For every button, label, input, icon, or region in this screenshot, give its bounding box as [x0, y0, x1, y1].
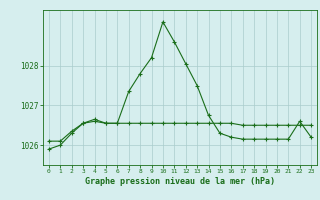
- X-axis label: Graphe pression niveau de la mer (hPa): Graphe pression niveau de la mer (hPa): [85, 177, 275, 186]
